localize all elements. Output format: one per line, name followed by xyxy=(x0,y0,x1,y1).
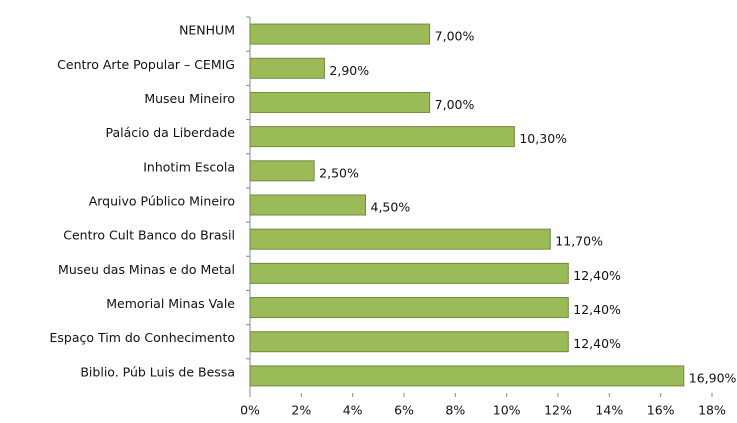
x-tick-label: 18% xyxy=(698,403,726,418)
bar xyxy=(249,57,325,79)
value-label: 2,90% xyxy=(329,63,369,78)
y-tick-label: Palácio da Liberdade xyxy=(105,125,235,140)
bar xyxy=(249,126,515,148)
x-tick-label: 4% xyxy=(343,403,363,418)
value-label: 12,40% xyxy=(573,268,621,283)
x-tick-label: 6% xyxy=(394,403,414,418)
value-label: 12,40% xyxy=(573,302,621,317)
bar xyxy=(249,160,315,182)
bar xyxy=(249,297,569,319)
bar xyxy=(249,91,431,113)
value-label: 12,40% xyxy=(573,336,621,351)
y-tick-label: NENHUM xyxy=(179,23,235,38)
y-tick-label: Arquivo Público Mineiro xyxy=(89,194,235,209)
y-tick-label: Inhotim Escola xyxy=(143,159,235,174)
y-tick-label: Memorial Minas Vale xyxy=(106,296,235,311)
x-tick-label: 16% xyxy=(647,403,675,418)
bar xyxy=(249,331,569,353)
y-tick-label: Museu das Minas e do Metal xyxy=(58,262,235,277)
y-tick-label: Biblio. Púb Luis de Bessa xyxy=(80,364,235,379)
x-tick-label: 2% xyxy=(291,403,311,418)
bar xyxy=(249,365,685,387)
x-tick-label: 0% xyxy=(240,403,260,418)
value-label: 7,00% xyxy=(435,29,475,44)
value-label: 10,30% xyxy=(519,131,567,146)
value-label: 7,00% xyxy=(435,97,475,112)
x-tick-label: 14% xyxy=(595,403,623,418)
x-tick-label: 10% xyxy=(493,403,521,418)
x-tick-label: 8% xyxy=(445,403,465,418)
bar xyxy=(249,23,431,45)
value-label: 4,50% xyxy=(371,200,411,215)
bar xyxy=(249,228,551,250)
value-label: 11,70% xyxy=(555,234,603,249)
x-tick-label: 12% xyxy=(544,403,572,418)
y-tick-label: Centro Cult Banco do Brasil xyxy=(63,228,235,243)
y-tick-label: Espaço Tim do Conhecimento xyxy=(49,330,235,345)
value-label: 16,90% xyxy=(689,370,737,385)
y-tick-label: Museu Mineiro xyxy=(144,91,235,106)
bar xyxy=(249,262,569,284)
y-tick-label: Centro Arte Popular – CEMIG xyxy=(57,57,235,72)
bar xyxy=(249,194,366,216)
value-label: 2,50% xyxy=(319,165,359,180)
